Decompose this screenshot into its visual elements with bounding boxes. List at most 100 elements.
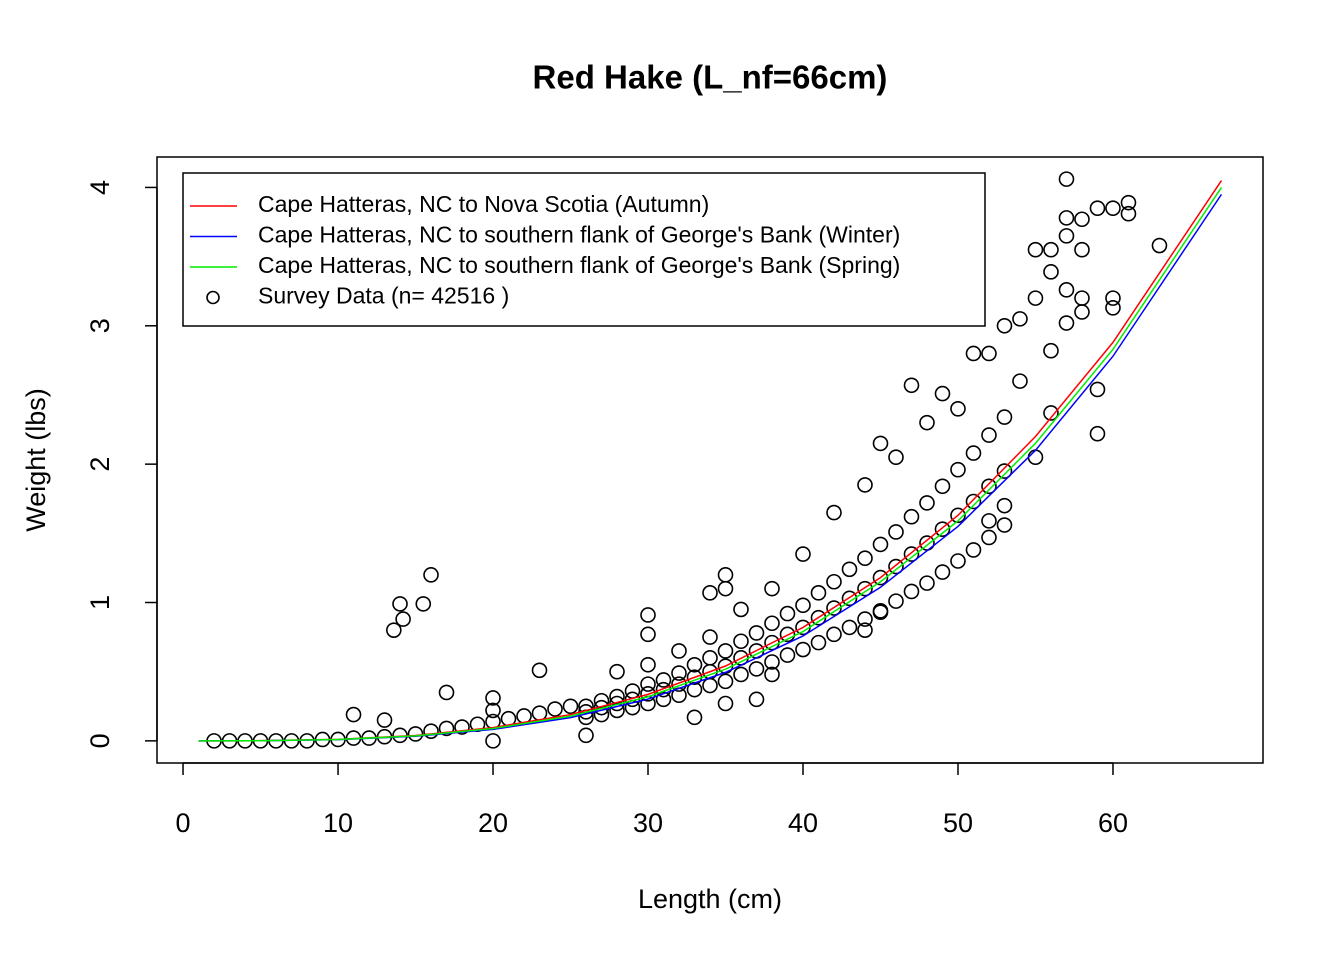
data-point <box>950 401 966 417</box>
legend-marker <box>206 290 220 305</box>
data-point <box>407 726 424 742</box>
data-point <box>655 681 672 698</box>
data-point <box>454 719 470 735</box>
data-point <box>386 622 402 638</box>
data-point <box>965 445 982 461</box>
data-point <box>965 542 982 558</box>
data-point <box>919 495 935 511</box>
data-point <box>562 698 579 715</box>
data-point <box>1074 241 1090 258</box>
data-point <box>671 665 687 681</box>
data-point <box>764 654 780 670</box>
data-point <box>609 688 625 705</box>
data-point <box>485 702 501 719</box>
data-point <box>717 695 734 712</box>
data-point <box>1074 211 1090 228</box>
data-point <box>795 546 811 562</box>
data-point <box>733 601 749 618</box>
data-point <box>717 643 734 659</box>
data-point <box>717 673 734 690</box>
data-point <box>888 558 904 575</box>
data-point <box>779 626 796 643</box>
data-point <box>872 435 889 452</box>
data-point <box>1151 237 1168 254</box>
data-point <box>624 683 641 699</box>
data-point <box>857 622 873 638</box>
data-point <box>485 733 501 749</box>
data-point <box>748 625 765 641</box>
y-tick-label: 4 <box>85 180 115 195</box>
data-point <box>826 626 842 643</box>
data-point <box>640 676 656 692</box>
data-point <box>795 641 811 658</box>
data-point <box>857 477 873 493</box>
data-point <box>996 409 1013 425</box>
data-point <box>748 661 765 677</box>
data-point <box>826 504 842 521</box>
data-point <box>841 590 858 607</box>
data-point <box>733 633 749 650</box>
data-point <box>903 583 920 600</box>
data-point <box>702 650 718 666</box>
chart-title: Red Hake (L_nf=66cm) <box>533 59 888 96</box>
data-point <box>1027 449 1044 466</box>
data-point <box>1058 315 1075 331</box>
data-point <box>1043 264 1059 280</box>
data-point <box>423 723 439 739</box>
x-tick-label: 20 <box>478 808 508 838</box>
data-point <box>655 691 672 708</box>
x-tick-label: 0 <box>176 808 191 838</box>
x-axis-label: Length (cm) <box>638 884 782 914</box>
data-point <box>345 706 362 723</box>
data-point <box>764 666 780 683</box>
data-point <box>640 656 656 673</box>
data-point <box>965 345 982 362</box>
data-point <box>764 615 780 632</box>
x-tick-label: 30 <box>633 808 663 838</box>
data-point <box>950 553 966 569</box>
data-point <box>1058 171 1075 187</box>
data-point <box>1089 425 1106 442</box>
data-point <box>733 666 749 683</box>
data-point <box>934 521 951 537</box>
data-point <box>686 656 703 673</box>
data-point <box>903 546 920 562</box>
data-point <box>996 517 1013 533</box>
data-point <box>717 580 734 597</box>
data-point <box>872 569 889 586</box>
legend-box <box>182 172 986 327</box>
data-point <box>996 463 1013 479</box>
data-point <box>779 605 796 622</box>
data-point <box>826 600 842 616</box>
x-tick-label: 10 <box>323 808 353 838</box>
data-point <box>903 377 920 394</box>
data-point <box>996 317 1013 334</box>
data-point <box>950 461 966 478</box>
data-point <box>438 720 455 737</box>
data-point <box>1027 241 1044 258</box>
data-point <box>1105 300 1121 316</box>
y-tick-label: 2 <box>85 457 115 472</box>
data-point <box>1012 373 1028 389</box>
data-point <box>950 507 966 524</box>
data-point <box>841 619 858 636</box>
y-axis-label: Weight (lbs) <box>21 388 51 532</box>
data-point <box>1089 381 1106 398</box>
data-point <box>965 493 982 510</box>
data-point <box>857 550 873 567</box>
data-point <box>1058 210 1075 226</box>
data-point <box>423 567 439 583</box>
data-point <box>919 535 935 551</box>
data-point <box>1105 200 1121 216</box>
data-point <box>671 643 687 659</box>
x-tick-label: 40 <box>788 808 818 838</box>
data-point <box>1120 194 1137 211</box>
data-point <box>640 626 656 643</box>
data-point <box>702 677 718 694</box>
data-point <box>826 573 842 590</box>
data-point <box>686 709 703 726</box>
data-point <box>888 593 904 609</box>
legend-label: Cape Hatteras, NC to southern flank of G… <box>258 222 900 248</box>
data-point <box>1105 290 1121 306</box>
